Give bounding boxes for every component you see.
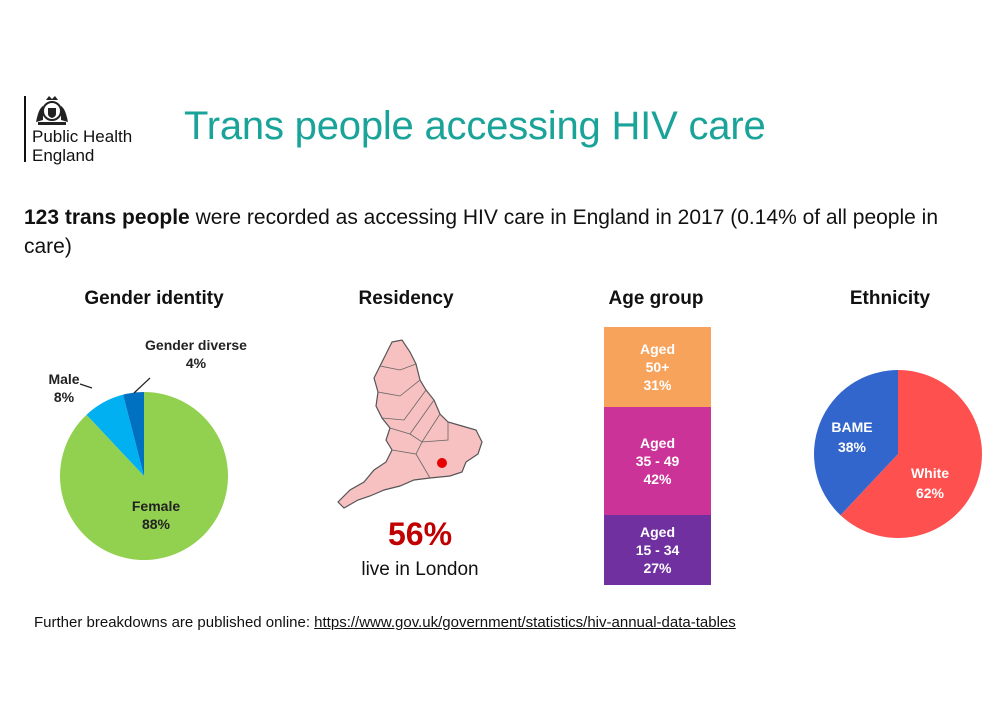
- label-male-value: 8%: [54, 389, 75, 405]
- london-caption: live in London: [361, 559, 479, 580]
- label-bame-value: 38%: [838, 439, 867, 455]
- age-50-plus-value: 31%: [643, 376, 672, 393]
- summary-bold: 123 trans people: [24, 206, 190, 229]
- age-50-plus-line1: Aged: [640, 340, 675, 357]
- label-female-value: 88%: [142, 516, 171, 532]
- ethnicity-pie-chart: BAME 38% White 62%: [814, 370, 982, 538]
- ethnicity-slice-white: [840, 370, 982, 538]
- age-title: Age group: [608, 288, 704, 309]
- male-leader-line: [79, 383, 93, 389]
- label-male-name: Male: [48, 371, 79, 387]
- org-name-line1: Public Health: [32, 127, 133, 146]
- label-bame-name: BAME: [831, 419, 872, 435]
- summary-rest: were recorded as accessing HIV care in E…: [24, 206, 939, 258]
- gender-title: Gender identity: [84, 288, 224, 309]
- england-outline: [337, 339, 483, 509]
- england-map: [337, 339, 483, 509]
- age-segment-35-49: Aged 35 - 49 42%: [604, 406, 711, 516]
- footer-link[interactable]: https://www.gov.uk/government/statistics…: [314, 614, 736, 631]
- age-35-49-line2: 35 - 49: [635, 453, 680, 470]
- gender-slice-gender-diverse: [123, 392, 144, 476]
- london-region: [437, 458, 447, 468]
- royal-crest-icon: [36, 96, 68, 125]
- label-gender-diverse-value: 4%: [186, 355, 207, 371]
- label-white-name: White: [911, 465, 949, 481]
- age-15-34-line1: Aged: [640, 524, 675, 541]
- summary-text: 123 trans people were recorded as access…: [24, 203, 964, 261]
- age-15-34-value: 27%: [643, 560, 672, 577]
- logo-divider: [24, 96, 26, 162]
- region-borders: [377, 363, 449, 479]
- ethnicity-slice-bame: [814, 370, 898, 516]
- org-name: Public Health England: [32, 127, 162, 165]
- gender-slice-male: [86, 394, 144, 476]
- org-name-line2: England: [32, 146, 95, 165]
- footer-note: Further breakdowns are published online:…: [34, 614, 736, 631]
- age-segment-15-34: Aged 15 - 34 27%: [604, 515, 711, 585]
- age-segment-50-plus: Aged 50+ 31%: [604, 327, 711, 407]
- london-percentage: 56%: [387, 516, 453, 552]
- label-white-value: 62%: [916, 485, 945, 501]
- age-50-plus-line2: 50+: [645, 358, 670, 375]
- gender-pie-chart: Gender diverse 4% Male 8% Female 88%: [48, 337, 247, 560]
- gender-slice-female: [59, 392, 229, 560]
- footer-text: Further breakdowns are published online:: [34, 614, 315, 631]
- label-gender-diverse-name: Gender diverse: [145, 337, 247, 353]
- age-15-34-line2: 15 - 34: [635, 542, 680, 559]
- residency-title: Residency: [358, 288, 454, 309]
- ethnicity-title: Ethnicity: [849, 288, 931, 309]
- age-35-49-line1: Aged: [640, 435, 675, 452]
- page-title: Trans people accessing HIV care: [184, 104, 766, 148]
- gender-diverse-leader-line: [133, 377, 151, 394]
- age-35-49-value: 42%: [643, 471, 672, 488]
- label-female-name: Female: [132, 498, 180, 514]
